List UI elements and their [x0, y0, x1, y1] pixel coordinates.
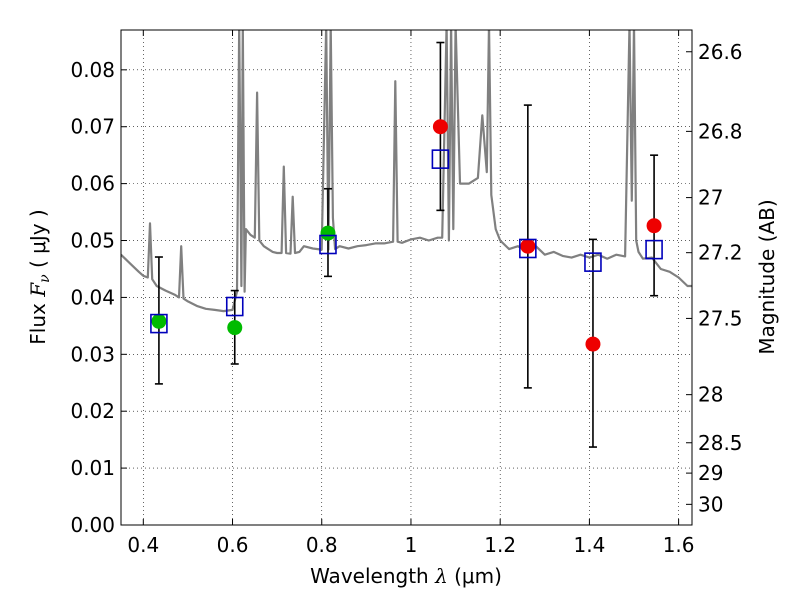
y2-tick-label: 27.2: [698, 241, 743, 265]
x-tick-label: 1.2: [484, 533, 516, 557]
x-axis-label: Wavelength λ (μm): [310, 564, 502, 588]
y-tick-label: 0.04: [70, 285, 115, 309]
y-axis-label: Flux Fν ( μJy ): [26, 209, 53, 344]
x-tick-label: 1.6: [663, 533, 695, 557]
y-tick-label: 0.05: [70, 229, 115, 253]
grid: [121, 30, 692, 526]
y2-tick-label: 27: [698, 186, 723, 210]
model-point-box: [645, 239, 663, 260]
y2-tick-label: 28: [698, 383, 723, 407]
y2-tick-label: 28.5: [698, 431, 743, 455]
model-point-box: [225, 296, 244, 317]
x-tick-label: 0.6: [217, 533, 249, 557]
x-tick-label: 1.4: [573, 533, 605, 557]
x-tick-label: 0.4: [127, 533, 159, 557]
plot-frame: [120, 29, 693, 526]
observed-point-red: [646, 218, 662, 234]
y2-tick-label: 27.5: [698, 306, 743, 330]
observed-point-green: [151, 313, 167, 329]
y-tick-label: 0.06: [70, 172, 115, 196]
y-tick-label: 0.00: [70, 513, 115, 537]
x-tick-label: 0.8: [306, 533, 338, 557]
y2-tick-label: 26.8: [698, 119, 743, 143]
model-point-box: [584, 252, 602, 272]
y-tick-label: 0.02: [70, 399, 115, 423]
model-point-box: [150, 313, 168, 334]
observed-point-red: [585, 336, 601, 352]
y2-tick-label: 29: [698, 461, 723, 485]
observed-point-red: [432, 119, 448, 135]
y-tick-label: 0.03: [70, 342, 115, 366]
observed-point-green: [320, 225, 336, 241]
y2-tick-label: 30: [698, 492, 723, 516]
model-point-box: [519, 238, 537, 259]
ticks: 0.4 0.6 0.8 1 1.2 1.4 1.6 0.00 0.01 0.02 0.03 0.04 0…: [70, 30, 743, 557]
observed-point-green: [227, 320, 243, 336]
observed-point-red: [520, 238, 536, 254]
y2-tick-label: 26.6: [698, 40, 743, 64]
y-tick-label: 0.07: [70, 115, 115, 139]
template-spectrum-line: [121, 30, 692, 313]
y-tick-label: 0.08: [70, 58, 115, 82]
model-point-box: [431, 149, 450, 169]
y2-axis-label: Magnitude (AB): [755, 199, 779, 354]
x-tick-label: 1: [405, 533, 418, 557]
plot-area: [121, 30, 692, 448]
y-tick-label: 0.01: [70, 456, 115, 480]
model-point-box: [319, 234, 337, 255]
